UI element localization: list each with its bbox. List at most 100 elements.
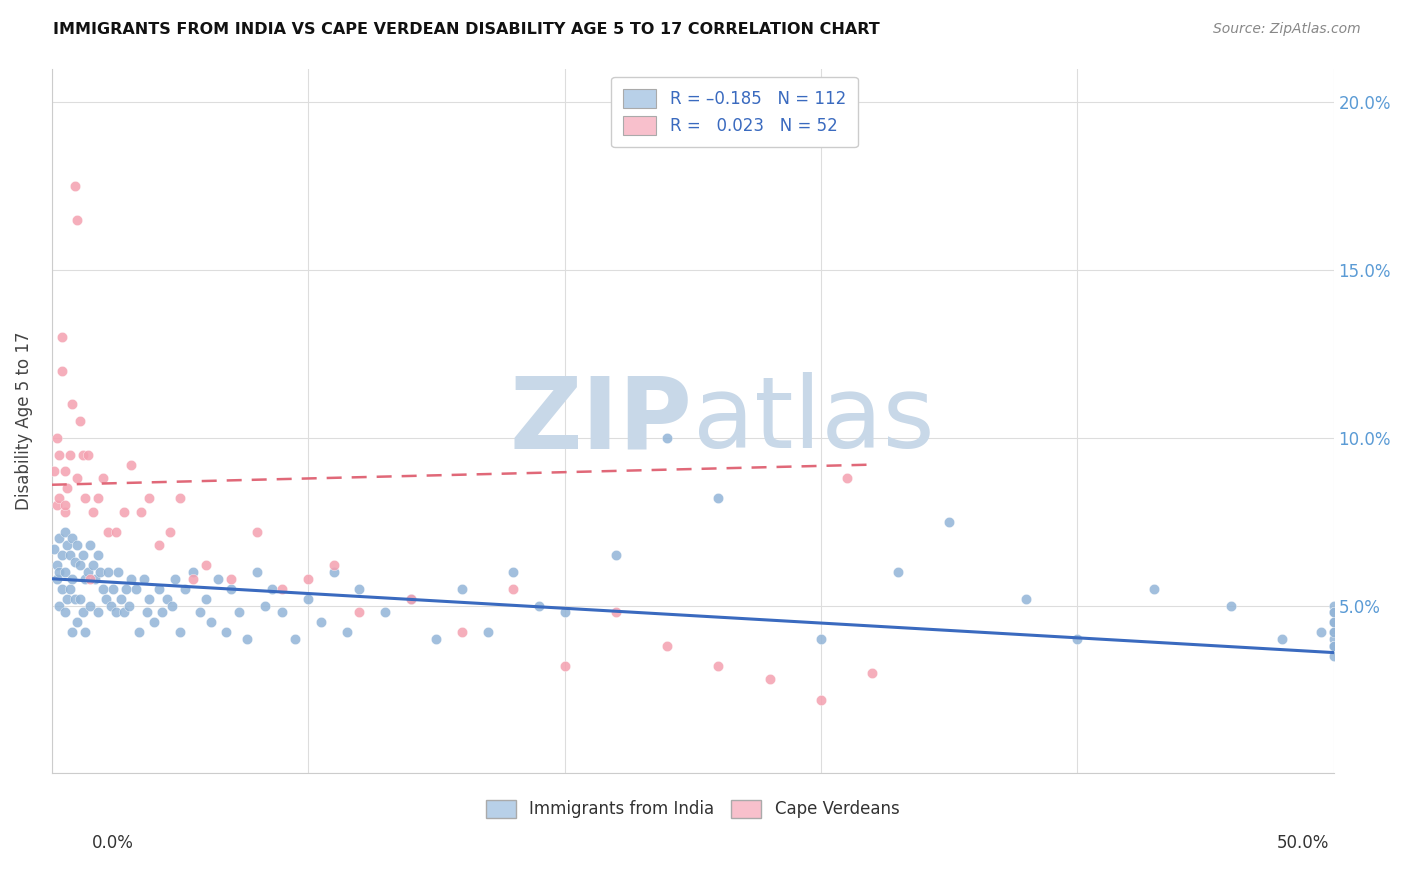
Point: [60, 625, 83, 640]
Point: [100, 599, 122, 613]
Point: [87, 491, 110, 505]
Point: [1323, 648, 1346, 663]
Point: [69, 591, 91, 606]
Point: [207, 572, 229, 586]
Point: [104, 605, 127, 619]
Point: [451, 625, 474, 640]
Point: [262, 582, 284, 596]
Point: [1220, 599, 1243, 613]
Point: [63, 555, 86, 569]
Text: IMMIGRANTS FROM INDIA VS CAPE VERDEAN DISABILITY AGE 5 TO 17 CORRELATION CHART: IMMIGRANTS FROM INDIA VS CAPE VERDEAN DI…: [53, 22, 880, 37]
Point: [297, 591, 319, 606]
Point: [271, 582, 294, 596]
Point: [59, 448, 82, 462]
Point: [707, 491, 730, 505]
Text: ZIP: ZIP: [510, 373, 693, 469]
Point: [253, 599, 276, 613]
Point: [148, 582, 170, 596]
Text: 0.0%: 0.0%: [91, 834, 134, 852]
Point: [553, 605, 575, 619]
Point: [374, 605, 396, 619]
Point: [59, 548, 82, 562]
Point: [1323, 625, 1346, 640]
Point: [655, 639, 678, 653]
Point: [87, 548, 110, 562]
Point: [51, 582, 73, 596]
Point: [605, 548, 627, 562]
Point: [219, 582, 242, 596]
Point: [1323, 605, 1346, 619]
Point: [135, 605, 157, 619]
Point: [118, 599, 141, 613]
Point: [1323, 639, 1346, 653]
Point: [138, 591, 160, 606]
Point: [72, 448, 94, 462]
Point: [66, 212, 89, 227]
Y-axis label: Disability Age 5 to 17: Disability Age 5 to 17: [15, 332, 32, 510]
Point: [59, 582, 82, 596]
Point: [502, 565, 524, 579]
Point: [1015, 591, 1038, 606]
Point: [860, 665, 883, 680]
Point: [246, 565, 269, 579]
Point: [53, 565, 76, 579]
Point: [271, 605, 294, 619]
Point: [76, 448, 98, 462]
Point: [1323, 625, 1346, 640]
Point: [45, 431, 67, 445]
Point: [235, 632, 257, 647]
Point: [810, 692, 832, 706]
Text: atlas: atlas: [693, 373, 935, 469]
Point: [194, 591, 217, 606]
Point: [169, 491, 191, 505]
Point: [887, 565, 910, 579]
Point: [228, 605, 250, 619]
Point: [349, 582, 371, 596]
Point: [44, 464, 66, 478]
Point: [1271, 632, 1294, 647]
Point: [63, 179, 86, 194]
Point: [1323, 615, 1346, 630]
Point: [938, 515, 960, 529]
Point: [45, 558, 67, 573]
Point: [1323, 639, 1346, 653]
Point: [97, 565, 120, 579]
Point: [48, 599, 70, 613]
Point: [82, 558, 104, 573]
Point: [82, 505, 104, 519]
Point: [132, 572, 155, 586]
Point: [94, 591, 117, 606]
Point: [194, 558, 217, 573]
Point: [72, 548, 94, 562]
Point: [84, 572, 107, 586]
Point: [215, 625, 238, 640]
Point: [76, 565, 98, 579]
Point: [115, 582, 138, 596]
Point: [91, 582, 114, 596]
Point: [143, 615, 166, 630]
Point: [156, 591, 179, 606]
Point: [128, 625, 150, 640]
Point: [87, 605, 110, 619]
Point: [56, 591, 79, 606]
Point: [477, 625, 499, 640]
Point: [91, 471, 114, 485]
Point: [169, 625, 191, 640]
Point: [1323, 599, 1346, 613]
Point: [131, 505, 153, 519]
Point: [655, 431, 678, 445]
Point: [51, 330, 73, 344]
Point: [112, 605, 135, 619]
Point: [51, 363, 73, 377]
Point: [150, 605, 173, 619]
Point: [48, 448, 70, 462]
Point: [72, 605, 94, 619]
Legend: Immigrants from India, Cape Verdeans: Immigrants from India, Cape Verdeans: [479, 793, 905, 825]
Point: [309, 615, 332, 630]
Point: [190, 605, 212, 619]
Point: [1323, 639, 1346, 653]
Point: [107, 565, 129, 579]
Point: [66, 471, 89, 485]
Point: [51, 548, 73, 562]
Point: [399, 591, 422, 606]
